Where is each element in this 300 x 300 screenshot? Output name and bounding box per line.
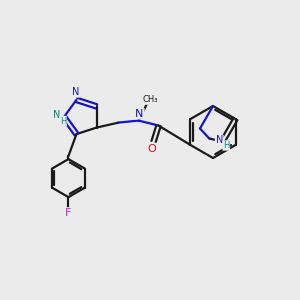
Text: O: O	[147, 144, 156, 154]
Text: CH₃: CH₃	[143, 95, 158, 104]
Text: N: N	[216, 136, 223, 146]
Text: N: N	[135, 109, 144, 118]
Text: H: H	[60, 116, 66, 125]
Text: H: H	[223, 141, 230, 150]
Text: N: N	[53, 110, 61, 120]
Text: F: F	[65, 208, 72, 218]
Text: N: N	[72, 87, 79, 97]
